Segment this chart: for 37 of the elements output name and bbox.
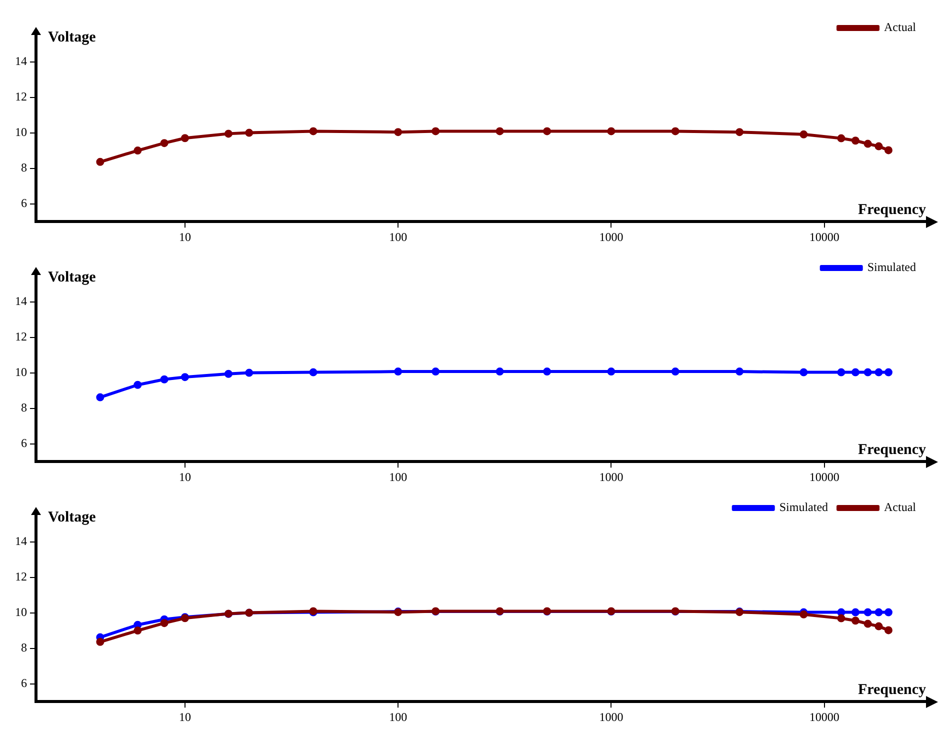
y-axis-title: Voltage xyxy=(48,509,96,526)
legend-label: Simulated xyxy=(867,260,916,274)
x-tick-label: 10000 xyxy=(809,230,840,244)
y-tick-label: 12 xyxy=(15,329,27,344)
x-tick-label: 1000 xyxy=(599,470,624,484)
y-tick-label: 10 xyxy=(15,364,27,379)
y-tick-label: 8 xyxy=(21,160,27,174)
x-tick-label: 10 xyxy=(178,230,191,244)
legend-label: Simulated xyxy=(779,500,828,514)
y-tick-label: 8 xyxy=(21,640,27,654)
x-tick-label: 100 xyxy=(389,470,408,484)
y-tick-label: 6 xyxy=(21,196,27,210)
legend-label: Actual xyxy=(884,500,917,514)
x-tick-label: 10 xyxy=(178,710,191,724)
y-tick-label: 6 xyxy=(21,436,27,450)
x-tick-label: 100 xyxy=(389,230,408,244)
x-axis-title: Frequency xyxy=(858,442,926,458)
y-tick-label: 10 xyxy=(15,604,27,619)
y-tick-label: 6 xyxy=(21,676,27,690)
x-axis-title: Frequency xyxy=(858,202,926,218)
x-tick-label: 10000 xyxy=(809,710,840,724)
y-tick-label: 14 xyxy=(15,294,27,308)
y-tick-label: 12 xyxy=(15,89,27,104)
x-tick-label: 10 xyxy=(178,470,191,484)
x-tick-label: 1000 xyxy=(599,230,624,244)
x-tick-label: 100 xyxy=(389,710,408,724)
y-tick-label: 14 xyxy=(15,54,27,68)
x-tick-label: 1000 xyxy=(599,710,624,724)
y-axis-title: Voltage xyxy=(48,269,96,286)
y-tick-label: 8 xyxy=(21,400,27,414)
y-tick-label: 14 xyxy=(15,534,27,548)
y-tick-label: 12 xyxy=(15,569,27,584)
y-axis-title: Voltage xyxy=(48,29,96,46)
y-tick-label: 10 xyxy=(15,124,27,139)
x-tick-label: 10000 xyxy=(809,470,840,484)
x-axis-title: Frequency xyxy=(858,682,926,698)
legend-label: Actual xyxy=(884,20,917,34)
